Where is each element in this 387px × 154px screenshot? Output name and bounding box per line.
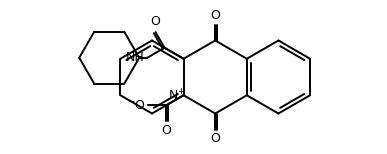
Text: N$^{+}$: N$^{+}$ xyxy=(168,88,186,103)
Text: $^{-}$O: $^{-}$O xyxy=(127,99,146,112)
Text: NH: NH xyxy=(125,51,144,64)
Text: O: O xyxy=(210,8,220,22)
Text: O: O xyxy=(210,132,220,146)
Text: O: O xyxy=(161,124,171,137)
Text: O: O xyxy=(151,15,161,28)
